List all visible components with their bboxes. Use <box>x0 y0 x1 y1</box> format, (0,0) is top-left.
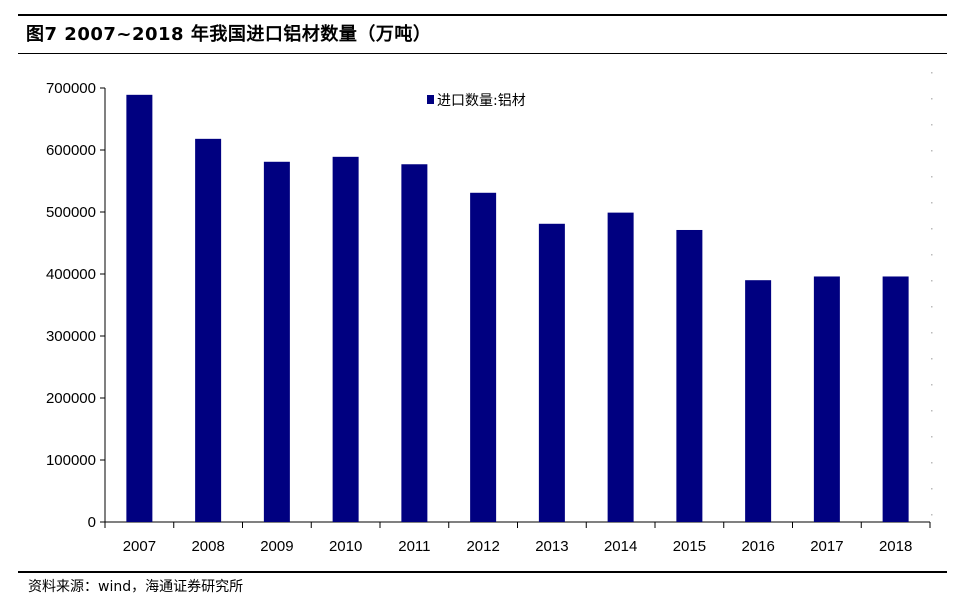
x-tick-label: 2011 <box>398 538 430 555</box>
x-tick-label: 2015 <box>673 538 706 555</box>
bar <box>813 276 840 522</box>
edge-dot <box>931 124 933 126</box>
edge-dot <box>931 488 933 490</box>
edge-dot <box>931 462 933 464</box>
legend-label: 进口数量:铝材 <box>437 93 526 109</box>
edge-dot <box>931 514 933 516</box>
edge-dot <box>931 280 933 282</box>
right-edge-dots <box>931 72 933 516</box>
source-note: 资料来源：wind，海通证券研究所 <box>28 579 244 595</box>
y-tick-label: 700000 <box>46 80 96 97</box>
x-tick-label: 2018 <box>879 538 912 555</box>
x-tick-label: 2007 <box>123 538 156 555</box>
x-tick-label: 2017 <box>810 538 843 555</box>
bar <box>195 138 222 522</box>
x-tick-label: 2009 <box>260 538 293 555</box>
bar <box>126 94 153 522</box>
bar <box>470 192 497 522</box>
edge-dot <box>931 436 933 438</box>
x-tick-label: 2008 <box>191 538 224 555</box>
x-tick-label: 2012 <box>466 538 499 555</box>
figure-title: 图7 2007~2018 年我国进口铝材数量（万吨） <box>26 24 432 45</box>
x-tick-label: 2010 <box>329 538 362 555</box>
x-tick-label: 2014 <box>604 538 637 555</box>
edge-dot <box>931 202 933 204</box>
bar <box>676 229 703 523</box>
bar <box>401 164 428 522</box>
edge-dot <box>931 254 933 256</box>
source-rule <box>18 571 947 573</box>
y-axis: 0 100000 200000 300000 400000 500000 600000 700… <box>46 80 106 531</box>
y-tick-label: 0 <box>88 514 96 531</box>
y-tick-label: 600000 <box>46 142 96 159</box>
edge-dot <box>931 150 933 152</box>
x-tick-label: 2016 <box>741 538 774 555</box>
bar <box>263 161 290 522</box>
bars <box>126 94 909 523</box>
edge-dot <box>931 228 933 230</box>
edge-dot <box>931 332 933 334</box>
legend-swatch <box>427 95 434 104</box>
edge-dot <box>931 384 933 386</box>
y-tick-label: 300000 <box>46 328 96 345</box>
edge-dot <box>931 98 933 100</box>
bar <box>538 223 565 522</box>
y-tick-label: 400000 <box>46 266 96 283</box>
title-rule <box>18 53 947 54</box>
y-tick-label: 100000 <box>46 452 96 469</box>
x-axis: 2007 2008 2009 2010 2011 2012 2013 2014 2015 2016… <box>104 521 931 555</box>
bar <box>332 156 359 522</box>
y-tick-label: 200000 <box>46 390 96 407</box>
top-rule <box>18 14 947 16</box>
edge-dot <box>931 306 933 308</box>
y-tick-label: 500000 <box>46 204 96 221</box>
bar <box>745 280 772 522</box>
edge-dot <box>931 176 933 178</box>
x-tick-label: 2013 <box>535 538 568 555</box>
legend: 进口数量:铝材 <box>427 93 526 109</box>
edge-dot <box>931 72 933 74</box>
edge-dot <box>931 410 933 412</box>
bar <box>882 276 909 522</box>
edge-dot <box>931 358 933 360</box>
bar <box>607 212 634 522</box>
